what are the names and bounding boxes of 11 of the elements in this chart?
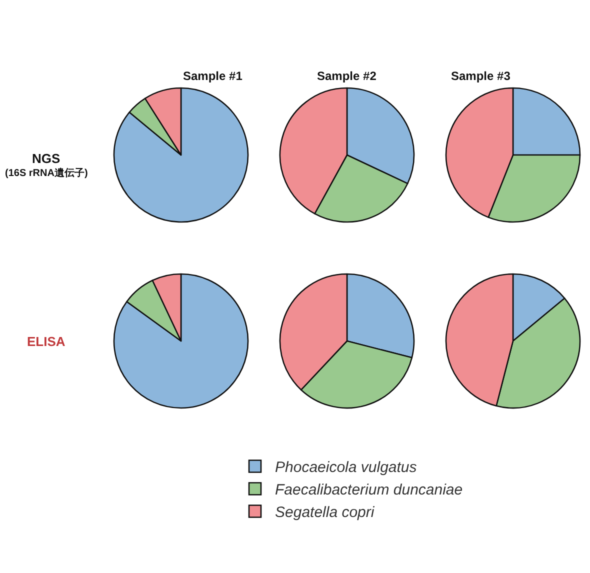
- chart-title: Sample #2: [317, 69, 377, 83]
- chart-title: Sample #3: [451, 69, 511, 83]
- legend-label: Phocaeicola vulgatus: [275, 459, 418, 476]
- legend-label: Faecalibacterium duncaniae: [275, 482, 463, 499]
- text: NGS: [32, 151, 60, 166]
- pie-slice: [113, 87, 249, 223]
- pie-slice: [113, 273, 249, 409]
- text: (16S rRNA遺伝子): [5, 167, 88, 179]
- legend-label: Segatella copri: [275, 504, 375, 522]
- text: ELISA: [27, 334, 66, 349]
- chart-title: Sample #1: [183, 69, 243, 83]
